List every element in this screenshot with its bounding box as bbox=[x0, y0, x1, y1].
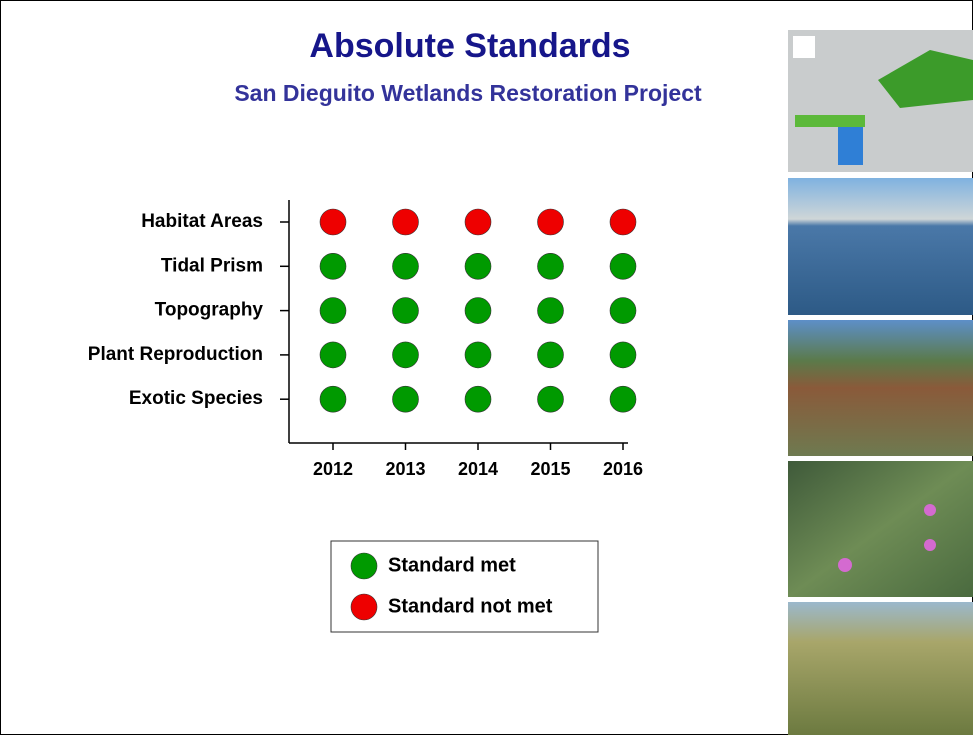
shrub-photo bbox=[788, 602, 973, 735]
map-key bbox=[793, 36, 815, 58]
map-area bbox=[795, 115, 865, 127]
y-tick-label: Topography bbox=[155, 300, 264, 321]
dirt-photo bbox=[788, 320, 973, 456]
status-dot bbox=[537, 252, 564, 280]
x-tick-label: 2015 bbox=[530, 459, 570, 479]
status-dot bbox=[609, 297, 637, 324]
status-dot bbox=[464, 252, 492, 280]
status-dot bbox=[464, 297, 492, 324]
status-dot bbox=[392, 208, 419, 236]
status-dot bbox=[609, 385, 637, 413]
y-tick-label: Habitat Areas bbox=[141, 211, 263, 232]
status-dot bbox=[464, 341, 492, 369]
status-dot bbox=[319, 208, 347, 236]
legend-dot bbox=[350, 552, 378, 580]
status-dot bbox=[319, 385, 347, 413]
x-tick-label: 2013 bbox=[385, 459, 425, 479]
status-dot bbox=[537, 341, 564, 369]
flower bbox=[924, 539, 936, 551]
legend-label: Standard met bbox=[388, 554, 516, 576]
status-dot bbox=[609, 252, 637, 280]
status-dot bbox=[609, 208, 637, 236]
legend-box bbox=[330, 540, 599, 633]
status-dot bbox=[609, 341, 637, 369]
water-photo bbox=[788, 178, 973, 315]
title: Absolute Standards bbox=[309, 27, 630, 65]
y-tick-label: Exotic Species bbox=[129, 388, 263, 409]
status-dot bbox=[464, 208, 492, 236]
map-area bbox=[878, 50, 973, 108]
flower bbox=[924, 504, 936, 516]
status-dot bbox=[392, 297, 419, 324]
flower bbox=[838, 558, 852, 572]
status-dot bbox=[319, 252, 347, 280]
x-tick-label: 2016 bbox=[603, 459, 643, 479]
x-tick-label: 2014 bbox=[458, 459, 498, 479]
x-tick-label: 2012 bbox=[313, 459, 353, 479]
y-tick-label: Tidal Prism bbox=[161, 255, 263, 276]
subtitle: San Dieguito Wetlands Restoration Projec… bbox=[234, 80, 702, 106]
status-dot bbox=[319, 297, 347, 324]
photos bbox=[788, 30, 973, 735]
status-dot bbox=[537, 208, 564, 236]
status-dot bbox=[537, 385, 564, 413]
status-dot bbox=[537, 297, 564, 324]
status-dot bbox=[392, 252, 419, 280]
status-dot bbox=[392, 385, 419, 413]
status-dot bbox=[392, 341, 419, 369]
legend-label: Standard not met bbox=[388, 595, 553, 617]
flower-photo bbox=[788, 461, 973, 597]
status-dot bbox=[319, 341, 347, 369]
status-dot bbox=[464, 385, 492, 413]
map-pond bbox=[838, 125, 863, 165]
legend-dot bbox=[350, 593, 378, 621]
y-tick-label: Plant Reproduction bbox=[88, 344, 263, 365]
